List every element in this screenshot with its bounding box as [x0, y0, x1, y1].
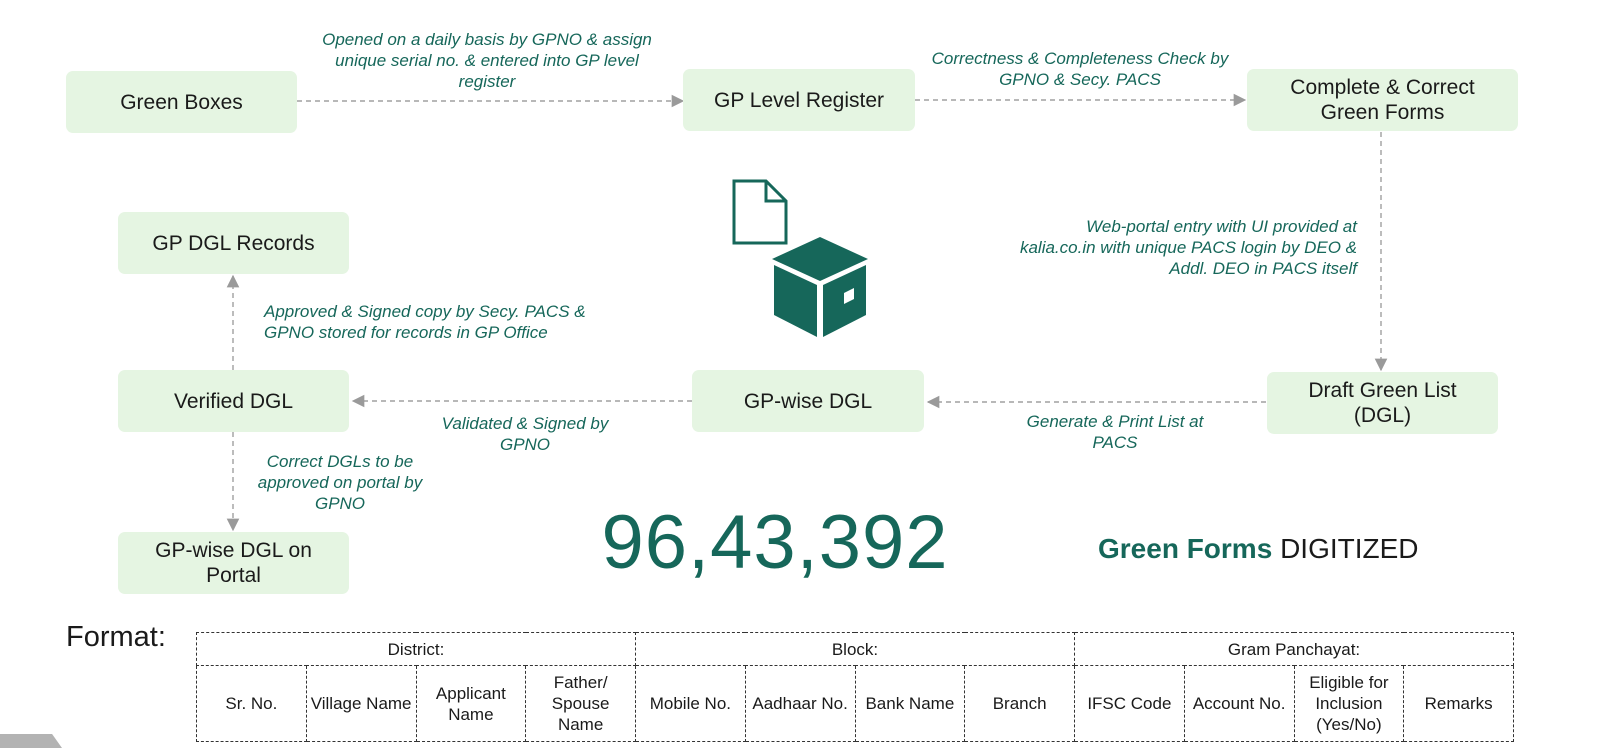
note-correct-dgls: Correct DGLs to be approved on portal by… [257, 452, 423, 513]
col-mobile-no: Mobile No. [635, 665, 746, 742]
col-sr-no: Sr. No. [196, 665, 307, 742]
node-complete-correct-forms: Complete & Correct Green Forms [1247, 69, 1518, 131]
group-gram-panchayat: Gram Panchayat: [1074, 632, 1514, 666]
col-remarks: Remarks [1403, 665, 1514, 742]
note-correctness-check: Correctness & Completeness Check by GPNO… [931, 49, 1229, 89]
node-green-boxes: Green Boxes [66, 71, 297, 133]
document-icon [732, 179, 788, 245]
format-table: District: Block: Gram Panchayat: Sr. No.… [196, 632, 1514, 742]
table-header-row: Sr. No. Village Name Applicant Name Fath… [196, 665, 1514, 742]
col-account-no: Account No. [1183, 665, 1295, 742]
col-father-spouse-name: Father/ Spouse Name [525, 665, 636, 742]
note-approved-signed: Approved & Signed copy by Secy. PACS & G… [264, 302, 586, 342]
note-opened-daily: Opened on a daily basis by GPNO & assign… [322, 30, 652, 91]
slide-number-tab [0, 734, 62, 748]
group-block: Block: [635, 632, 1075, 666]
node-draft-green-list: Draft Green List (DGL) [1267, 372, 1498, 434]
node-gp-wise-dgl: GP-wise DGL [692, 370, 924, 432]
node-gp-level-register: GP Level Register [683, 69, 915, 131]
node-label: Complete & Correct Green Forms [1290, 76, 1475, 124]
group-district: District: [196, 632, 636, 666]
digitized-count: 96,43,392 [601, 500, 949, 585]
node-gp-dgl-records: GP DGL Records [118, 212, 349, 274]
col-aadhaar-no: Aadhaar No. [744, 665, 856, 742]
node-gp-wise-dgl-portal: GP-wise DGL on Portal [118, 532, 349, 594]
col-bank-name: Bank Name [854, 665, 966, 742]
col-village-name: Village Name [305, 665, 417, 742]
digitized-label-bold: Green Forms [1098, 533, 1273, 564]
node-label: GP-wise DGL on Portal [155, 539, 312, 587]
node-label: Green Boxes [120, 90, 243, 114]
note-web-portal-entry: Web-portal entry with UI provided at kal… [1019, 217, 1357, 278]
col-branch: Branch [964, 665, 1075, 742]
node-verified-dgl: Verified DGL [118, 370, 349, 432]
col-ifsc-code: IFSC Code [1074, 665, 1185, 742]
table-group-row: District: Block: Gram Panchayat: [196, 632, 1514, 666]
node-label: GP Level Register [713, 88, 885, 112]
node-label: Verified DGL [173, 389, 294, 413]
note-generate-print: Generate & Print List at PACS [1026, 412, 1204, 452]
col-applicant-name: Applicant Name [415, 665, 527, 742]
package-box-icon [772, 237, 868, 337]
digitized-label: Green Forms DIGITIZED [1098, 532, 1419, 566]
node-label: GP DGL Records [152, 231, 315, 255]
digitized-label-rest: DIGITIZED [1280, 533, 1419, 564]
node-label: GP-wise DGL [743, 389, 873, 413]
col-eligible-inclusion: Eligible for Inclusion (Yes/No) [1293, 665, 1405, 742]
note-validated-signed: Validated & Signed by GPNO [441, 414, 609, 454]
format-label: Format: [66, 621, 166, 653]
node-label: Draft Green List (DGL) [1308, 379, 1457, 427]
icon-group [732, 179, 868, 337]
